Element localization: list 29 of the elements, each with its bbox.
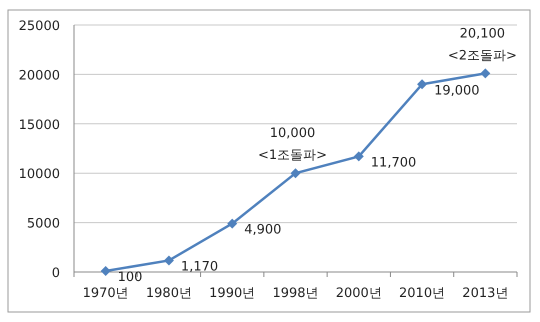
data-label: 4,900	[244, 222, 282, 238]
y-tick-label: 10000	[18, 167, 60, 182]
point	[354, 151, 364, 162]
x-tick-label: 2013년	[462, 286, 508, 301]
x-tick-label: 1970년	[82, 286, 129, 301]
point	[417, 79, 428, 90]
data-label: 19,000	[434, 83, 480, 98]
x-tick-label: 2010년	[399, 286, 446, 301]
annotation: <1조돌파>	[258, 148, 328, 164]
data-label: 100	[118, 270, 142, 286]
y-tick-label: 25000	[18, 19, 60, 34]
data-label: 1,170	[180, 259, 218, 274]
y-tick-label: 15000	[18, 118, 60, 133]
y-tick-label: 0	[52, 266, 60, 281]
data-label: 11,700	[370, 155, 416, 170]
data-label: 20,100	[460, 26, 506, 42]
x-tick-label: 2000년	[336, 286, 382, 301]
point	[100, 266, 111, 276]
annotation: <2조돌파>	[448, 48, 517, 64]
point	[480, 68, 490, 78]
x-tick-label: 1998년	[272, 286, 319, 301]
point	[164, 255, 174, 266]
point	[290, 168, 300, 178]
data-label: 10,000	[270, 126, 316, 142]
x-tick-label: 1990년	[209, 286, 256, 301]
y-tick-label: 5000	[26, 216, 60, 232]
point	[227, 218, 238, 229]
y-tick-label: 20000	[18, 68, 60, 84]
x-tick-label: 1980년	[146, 286, 192, 301]
